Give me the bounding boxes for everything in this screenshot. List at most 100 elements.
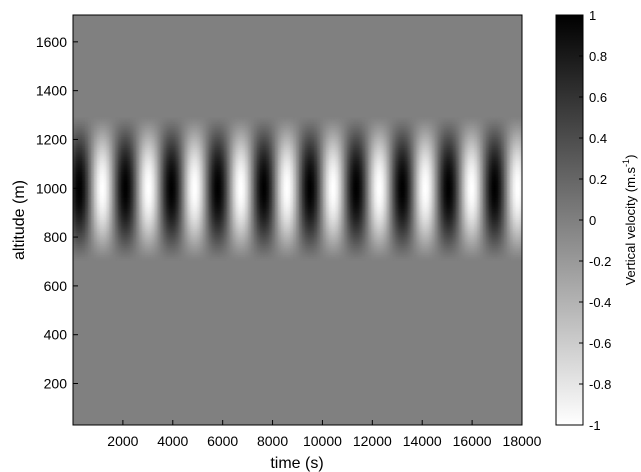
heatmap-cell [102,260,105,263]
heatmap-cell [499,258,502,261]
heatmap-cell [245,247,248,250]
heatmap-cell [418,249,421,252]
heatmap-cell [426,249,429,252]
heatmap-cell [520,260,522,263]
heatmap-cell [108,250,111,254]
heatmap-cell [471,256,474,259]
heatmap-cell [273,249,276,252]
heatmap-cell [313,252,316,256]
heatmap-cell [363,254,366,257]
heatmap-cell [140,260,143,263]
heatmap-cell [438,260,441,263]
heatmap-cell [251,256,253,259]
heatmap-cell [215,245,218,248]
heatmap-cell [270,243,273,246]
heatmap-cell [498,252,500,256]
heatmap-cell [504,250,506,254]
heatmap-cell [138,258,141,261]
heatmap-cell [375,247,378,250]
heatmap-cell [484,245,487,248]
heatmap-cell [213,260,216,263]
heatmap-cell [328,252,331,256]
heatmap-cell [236,256,239,259]
heatmap-cell [285,249,288,252]
heatmap-cell [284,243,286,246]
heatmap-cell [258,258,261,261]
heatmap-cell [501,252,503,256]
heatmap-cell [176,247,179,250]
heatmap-cell [158,252,161,256]
heatmap-cell [240,260,243,263]
heatmap-cell [233,250,236,254]
heatmap-cell [218,247,221,250]
heatmap-cell [174,254,177,257]
heatmap-cell [502,250,505,254]
heatmap-cell [448,252,451,256]
heatmap-cell [230,260,233,263]
heatmap-cell [328,245,331,248]
heatmap-cell [361,250,364,254]
heatmap-cell [403,254,406,257]
heatmap-cell [104,245,107,248]
heatmap-cell [137,249,140,252]
heatmap-cell [495,256,497,259]
heatmap-cell [267,256,270,259]
heatmap-cell [264,256,267,259]
heatmap-cell [346,247,349,250]
heatmap-cell [393,254,396,257]
heatmap-cell [123,254,126,257]
heatmap-cell [83,249,86,252]
heatmap-cell [342,245,345,248]
heatmap-cell [251,252,253,256]
heatmap-cell [409,249,412,252]
heatmap-cell [397,250,400,254]
heatmap-cell [480,254,482,257]
heatmap-cell [101,247,104,250]
heatmap-cell [493,254,496,257]
heatmap-cell [354,254,357,257]
heatmap-cell [495,245,497,248]
heatmap-cell [137,252,140,256]
heatmap-cell [427,247,430,250]
heatmap-cell [207,254,210,257]
heatmap-cell [304,254,307,257]
heatmap-cell [233,243,236,246]
heatmap-cell [224,247,227,250]
heatmap-cell [441,258,444,261]
heatmap-cell [370,252,373,256]
heatmap-cell [478,256,481,259]
heatmap-cell [336,252,339,256]
heatmap-cell [134,256,137,259]
heatmap-cell [408,249,411,252]
heatmap-cell [134,254,137,257]
heatmap-cell [426,256,429,259]
heatmap-cell [147,249,150,252]
heatmap-cell [334,254,337,257]
heatmap-cell [225,258,228,261]
heatmap-cell [291,250,294,254]
heatmap-cell [108,247,111,250]
heatmap-cell [306,256,309,259]
heatmap-cell [402,254,405,257]
heatmap-cell [117,260,120,263]
heatmap-cell [185,260,188,263]
heatmap-cell [107,260,110,263]
heatmap-cell [227,252,230,256]
heatmap-cell [306,250,309,254]
heatmap-cell [164,256,167,259]
heatmap-cell [189,247,192,250]
heatmap-cell [504,254,506,257]
heatmap-cell [134,250,137,254]
heatmap-cell [415,247,418,250]
heatmap-cell [284,256,286,259]
heatmap-cell [98,252,101,256]
heatmap-cell [432,250,435,254]
heatmap-cell [411,258,414,261]
heatmap-cell [266,249,268,252]
heatmap-cell [406,247,409,250]
heatmap-cell [185,249,188,252]
heatmap-cell [372,250,375,254]
heatmap-cell [245,256,248,259]
heatmap-cell [299,245,301,248]
heatmap-cell [328,250,331,254]
